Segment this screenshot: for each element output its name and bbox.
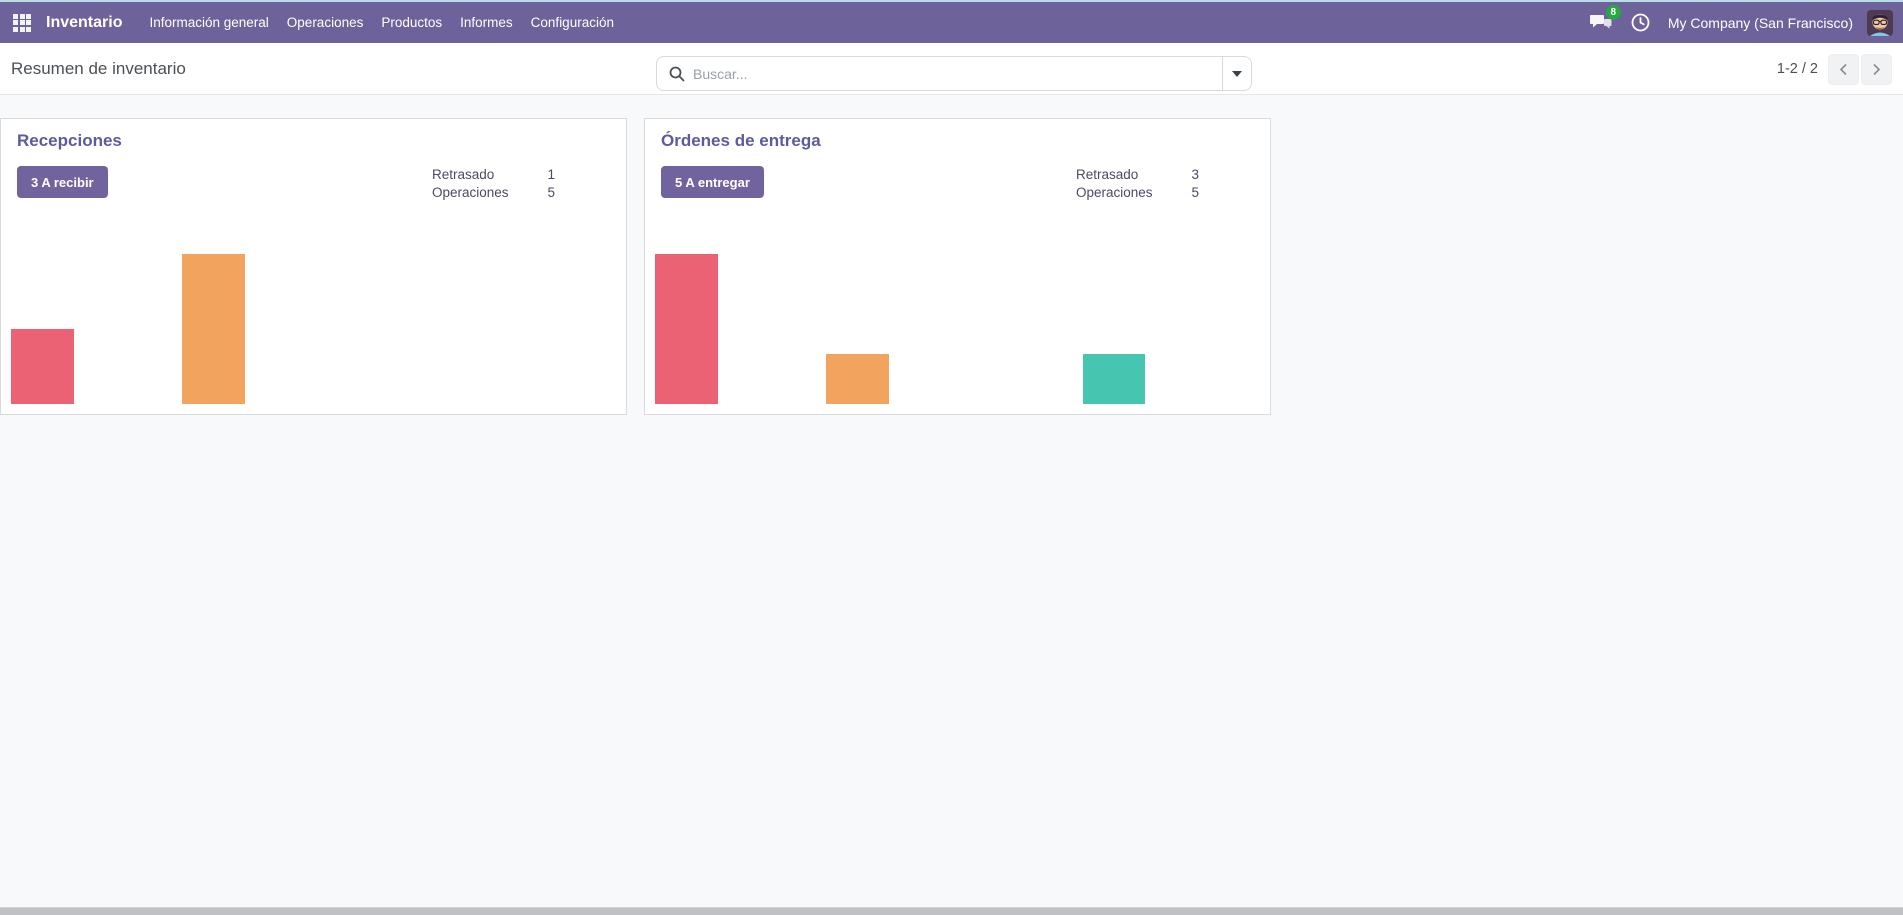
stat-label: Operaciones xyxy=(1076,185,1153,200)
user-avatar[interactable] xyxy=(1867,9,1893,36)
pager-next-button[interactable] xyxy=(1861,53,1892,85)
card-ordenes-de-entrega: Órdenes de entrega 5 A entregar Retrasad… xyxy=(644,118,1271,415)
inventory-overview: Recepciones 3 A recibir Retrasado 1 Oper… xyxy=(0,95,1903,906)
card-title[interactable]: Recepciones xyxy=(17,131,122,150)
window-top-edge xyxy=(0,0,1903,2)
stat-operaciones: Operaciones 5 xyxy=(432,184,555,202)
deliveries-bar-chart xyxy=(645,254,1270,404)
stat-value: 1 xyxy=(547,167,555,182)
breadcrumb: Resumen de inventario xyxy=(11,58,186,78)
stat-value: 3 xyxy=(1191,167,1199,182)
activities-button[interactable] xyxy=(1628,10,1654,36)
card-recepciones: Recepciones 3 A recibir Retrasado 1 Oper… xyxy=(0,118,627,415)
chart-bar[interactable] xyxy=(826,354,889,404)
to-deliver-button[interactable]: 5 A entregar xyxy=(661,166,764,198)
search-input[interactable] xyxy=(693,65,1210,82)
chart-bar[interactable] xyxy=(1082,354,1145,404)
chevron-left-icon xyxy=(1839,63,1847,75)
grid-icon xyxy=(13,13,31,32)
stat-operaciones: Operaciones 5 xyxy=(1076,184,1199,202)
messages-button[interactable]: 8 xyxy=(1588,4,1621,36)
chevron-right-icon xyxy=(1873,63,1881,75)
to-receive-button[interactable]: 3 A recibir xyxy=(17,166,108,198)
menu-item-operaciones[interactable]: Operaciones xyxy=(286,15,364,30)
company-switcher[interactable]: My Company (San Francisco) xyxy=(1667,14,1853,31)
card-stats[interactable]: Retrasado 3 Operaciones 5 xyxy=(1076,166,1199,202)
control-panel: Resumen de inventario 1-2 / 2 xyxy=(0,43,1903,95)
menu-item-productos[interactable]: Productos xyxy=(381,15,443,30)
clock-icon xyxy=(1631,13,1650,32)
card-stats[interactable]: Retrasado 1 Operaciones 5 xyxy=(432,166,555,202)
chat-bubbles-icon xyxy=(1589,14,1612,31)
apps-grid-icon[interactable] xyxy=(8,9,36,37)
scrollbar-thumb[interactable] xyxy=(0,907,1903,915)
pager-range[interactable]: 1-2 / 2 xyxy=(1776,61,1818,77)
pager: 1-2 / 2 xyxy=(1777,43,1892,95)
chart-bar[interactable] xyxy=(655,254,718,404)
stat-label: Retrasado xyxy=(1076,167,1139,182)
stat-label: Operaciones xyxy=(432,185,509,200)
app-name[interactable]: Inventario xyxy=(46,13,123,31)
menu-item-informacion-general[interactable]: Información general xyxy=(149,15,269,30)
card-title[interactable]: Órdenes de entrega xyxy=(661,131,821,150)
horizontal-scrollbar[interactable] xyxy=(0,907,1903,915)
search-box xyxy=(656,56,1252,91)
stat-retrasado: Retrasado 3 xyxy=(1076,166,1199,184)
chevron-down-icon xyxy=(1232,70,1242,77)
stat-retrasado: Retrasado 1 xyxy=(432,166,555,184)
search-icon xyxy=(669,66,685,82)
receipts-bar-chart xyxy=(1,254,626,404)
chart-bar[interactable] xyxy=(11,329,74,404)
stat-value: 5 xyxy=(1191,185,1199,200)
messages-count-badge: 8 xyxy=(1605,4,1621,20)
menu-item-informes[interactable]: Informes xyxy=(460,15,513,30)
menu-item-configuracion[interactable]: Configuración xyxy=(530,15,614,30)
stat-value: 5 xyxy=(547,185,555,200)
search-options-toggle[interactable] xyxy=(1222,57,1251,90)
pager-previous-button[interactable] xyxy=(1828,53,1859,85)
main-navbar: Inventario Información general Operacion… xyxy=(0,2,1903,43)
stat-label: Retrasado xyxy=(432,167,495,182)
app-menu: Información general Operaciones Producto… xyxy=(140,2,623,43)
chart-bar[interactable] xyxy=(182,254,245,404)
